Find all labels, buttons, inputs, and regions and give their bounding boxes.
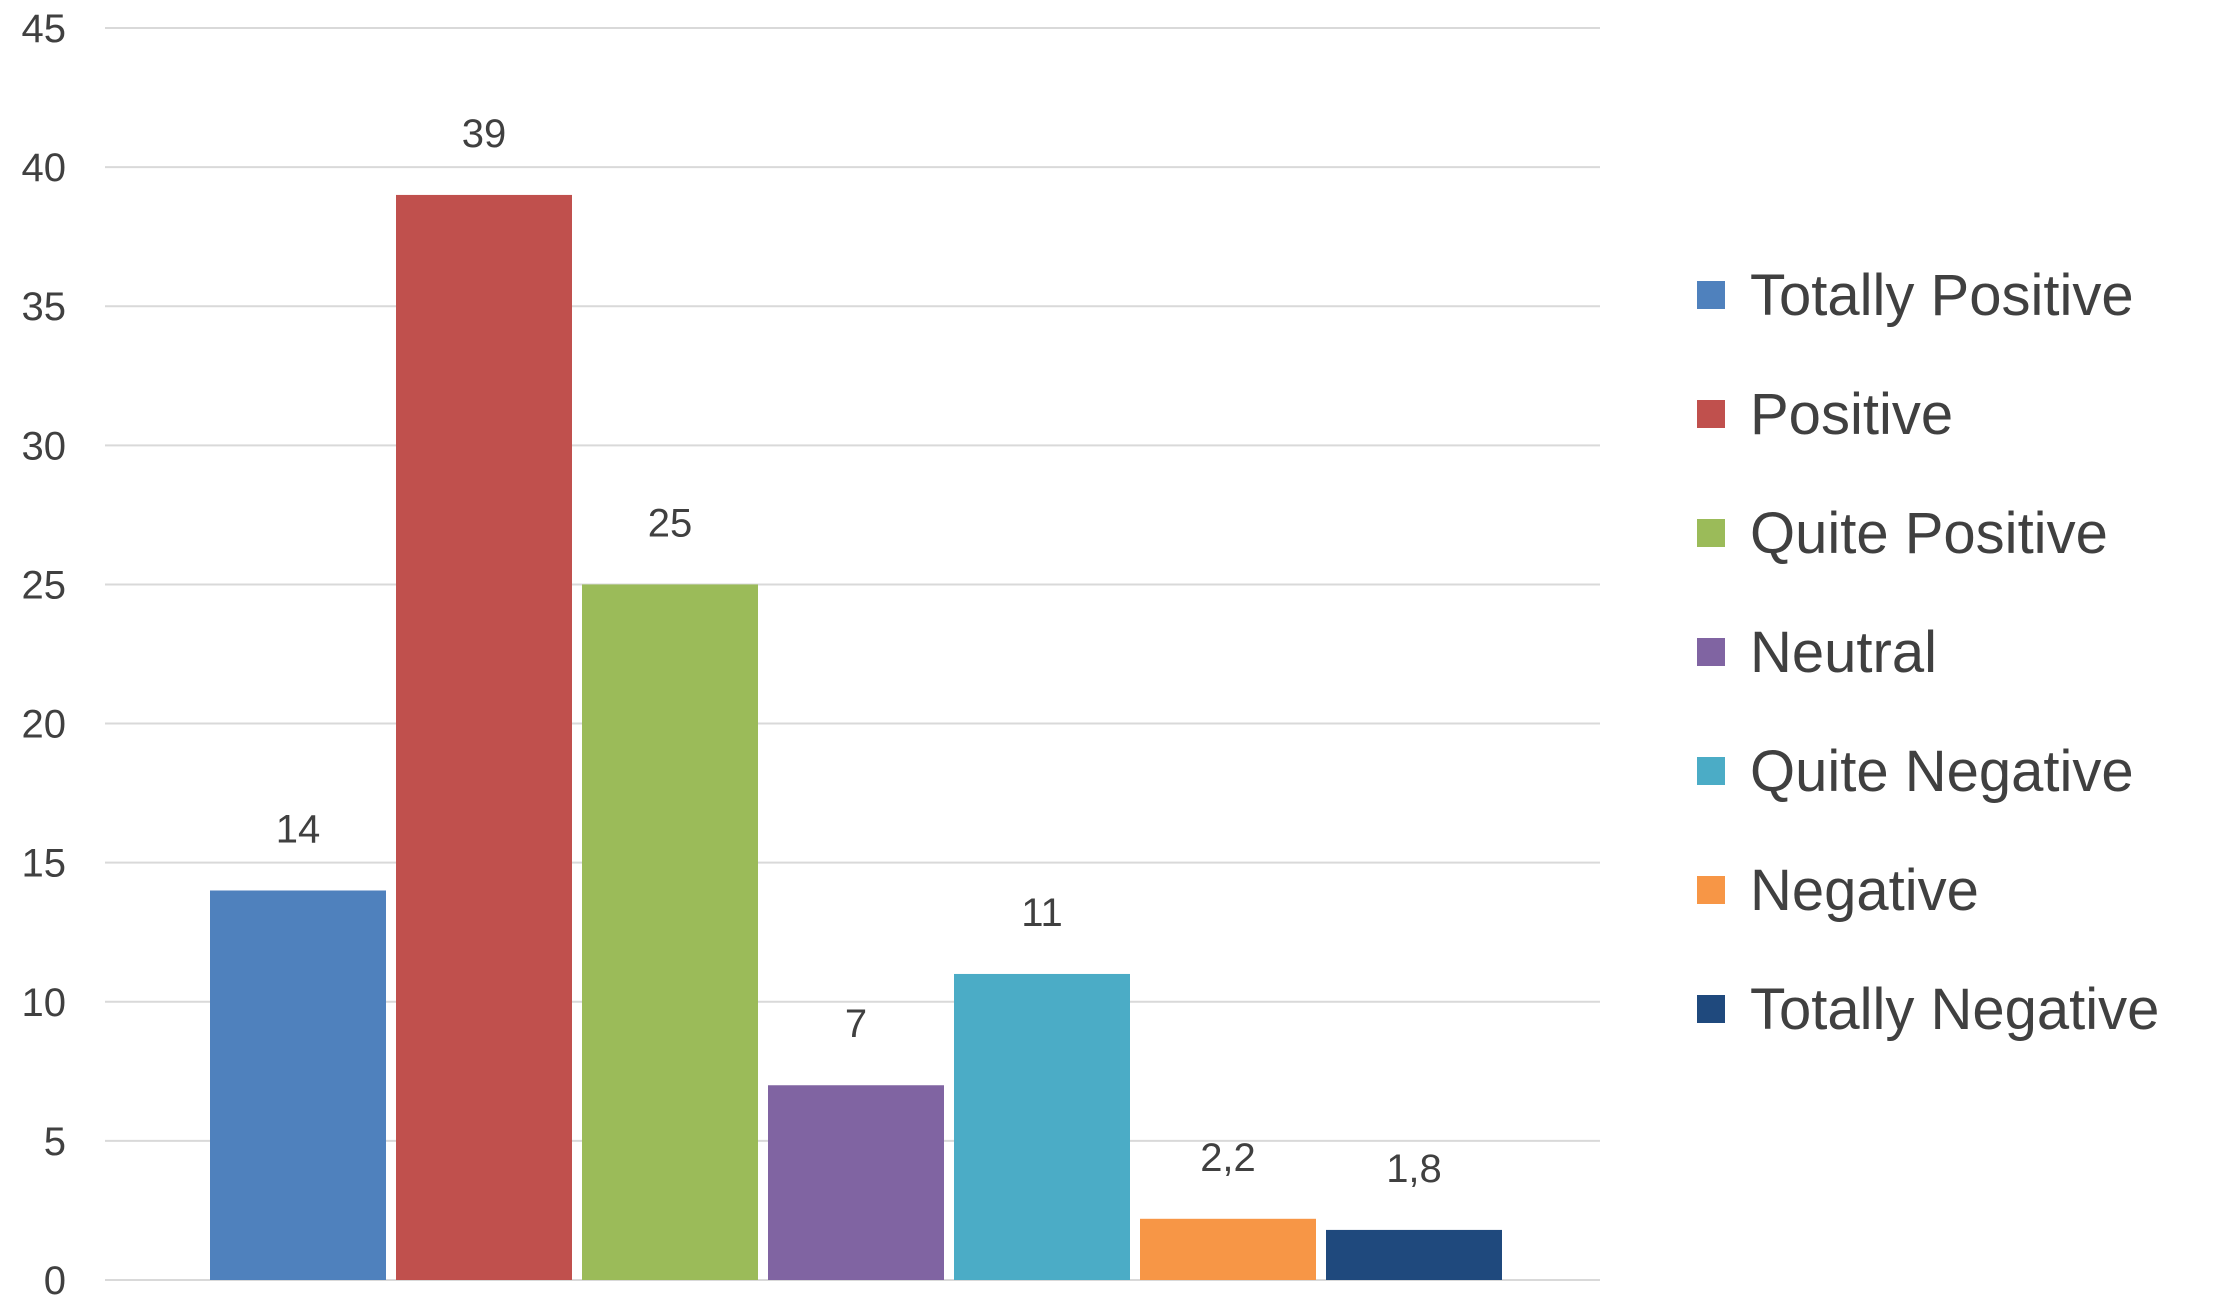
legend-item-quite-positive: Quite Positive [1697,501,2108,566]
legend-swatch [1697,281,1725,309]
data-labels: 14 39 25 7 11 2,2 1,8 [276,112,1442,1191]
bar-negative [1140,1218,1316,1280]
data-label: 1,8 [1386,1147,1442,1191]
legend-swatch [1697,400,1725,428]
legend-swatch [1697,757,1725,785]
legend-item-totally-negative: Totally Negative [1697,977,2159,1042]
data-label: 2,2 [1200,1136,1256,1180]
legend-item-quite-negative: Quite Negative [1697,739,2134,804]
legend-item-neutral: Neutral [1697,620,1937,685]
legend-swatch [1697,876,1725,904]
bar-totally-negative [1326,1229,1502,1280]
legend-label: Quite Negative [1750,739,2134,804]
data-label: 7 [845,1002,867,1046]
legend-label: Negative [1750,858,1979,923]
y-tick-label: 0 [44,1259,66,1303]
y-tick-label: 25 [22,563,67,607]
y-tick-label: 20 [22,703,67,747]
bar-quite-negative [954,973,1130,1280]
legend-swatch [1697,519,1725,547]
legend-item-positive: Positive [1697,382,1953,447]
legend-label: Positive [1750,382,1953,447]
y-axis-tick-labels: 0 5 10 15 20 25 30 35 40 45 [22,7,67,1303]
legend-label: Neutral [1750,620,1937,685]
data-label: 11 [1021,891,1063,935]
legend-swatch [1697,638,1725,666]
legend-label: Totally Negative [1750,977,2159,1042]
legend: Totally Positive Positive Quite Positive Ne… [1697,263,2159,1042]
bar-positive [396,194,572,1280]
bar-quite-positive [582,584,758,1280]
legend-item-negative: Negative [1697,858,1979,923]
legend-label: Quite Positive [1750,501,2108,566]
y-tick-label: 5 [44,1120,66,1164]
y-tick-label: 15 [22,842,67,886]
bar-neutral [768,1085,944,1280]
legend-swatch [1697,995,1725,1023]
bars [210,194,1502,1280]
data-label: 39 [462,112,507,156]
legend-label: Totally Positive [1750,263,2134,328]
y-tick-label: 40 [22,146,67,190]
bar-totally-positive [210,890,386,1280]
y-tick-label: 30 [22,424,67,468]
data-label: 14 [276,807,321,851]
legend-item-totally-positive: Totally Positive [1697,263,2134,328]
y-tick-label: 45 [22,7,67,51]
y-tick-label: 35 [22,285,67,329]
data-label: 25 [648,501,693,545]
y-tick-label: 10 [22,981,67,1025]
